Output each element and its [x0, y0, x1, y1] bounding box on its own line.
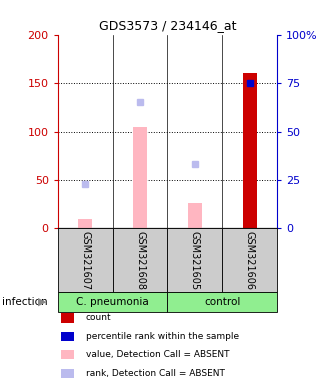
Bar [133, 127, 147, 228]
Text: infection: infection [2, 297, 47, 307]
Bar [243, 73, 257, 228]
Bar [78, 219, 92, 228]
Text: GSM321608: GSM321608 [135, 231, 145, 290]
Text: control: control [204, 297, 241, 307]
Text: rank, Detection Call = ABSENT: rank, Detection Call = ABSENT [86, 369, 225, 378]
Bar [168, 228, 222, 292]
Bar [222, 228, 277, 292]
Bar [58, 292, 168, 312]
Bar [188, 203, 202, 228]
Text: value, Detection Call = ABSENT: value, Detection Call = ABSENT [86, 350, 229, 359]
Text: GSM321607: GSM321607 [80, 231, 90, 290]
Bar [58, 228, 113, 292]
Text: count: count [86, 313, 112, 323]
Text: GSM321606: GSM321606 [245, 231, 255, 290]
Text: percentile rank within the sample: percentile rank within the sample [86, 332, 239, 341]
Bar [113, 228, 168, 292]
Bar [168, 292, 277, 312]
Title: GDS3573 / 234146_at: GDS3573 / 234146_at [99, 19, 236, 32]
Text: ▶: ▶ [38, 297, 47, 307]
Text: C. pneumonia: C. pneumonia [76, 297, 149, 307]
Text: GSM321605: GSM321605 [190, 231, 200, 290]
